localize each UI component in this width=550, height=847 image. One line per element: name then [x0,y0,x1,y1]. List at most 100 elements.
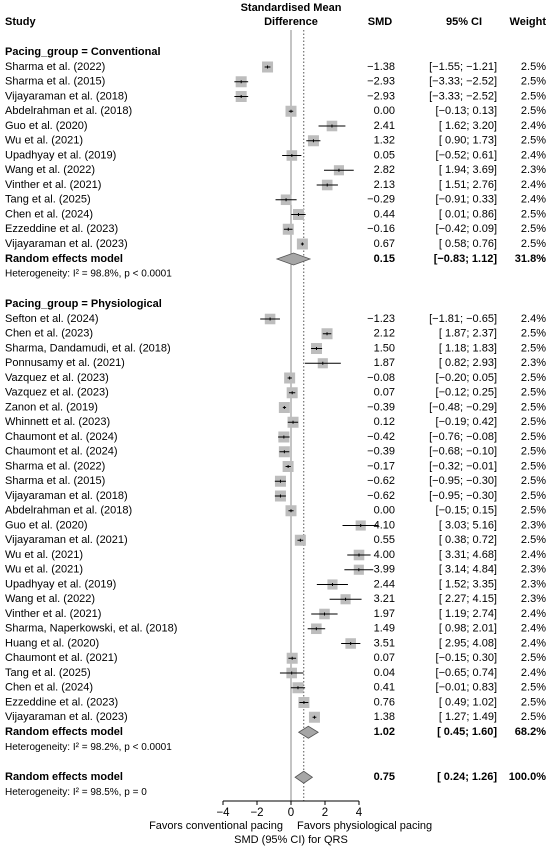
effect-header: Difference [264,16,318,28]
study-name: Ezzeddine et al. (2023) [5,223,118,235]
ci-label: [−0.15; 0.30] [436,652,497,664]
weight-label: 2.5% [521,460,546,472]
ci-label: [−0.83; 1.12] [434,253,498,265]
pooled-diamond [297,725,319,739]
study-name: Vijayaraman et al. (2023) [5,238,128,250]
heterogeneity: Heterogeneity: I² = 98.5%, p = 0 [5,787,147,798]
weight-label: 2.3% [521,519,546,531]
weight-label: 2.4% [521,608,546,620]
x-tick-label: 2 [322,807,328,819]
weight-label: 68.2% [515,726,546,738]
weight-label: 2.4% [521,120,546,132]
smd-label: 3.21 [374,593,395,605]
study-name: Sharma et al. (2015) [5,76,105,88]
x-axis-label: SMD (95% CI) for QRS [234,834,348,846]
smd-label: 1.49 [374,623,395,635]
smd-label: 2.82 [374,164,395,176]
ci-label: [−0.19; 0.42] [436,416,497,428]
smd-label: −0.39 [367,446,395,458]
weight-label: 2.4% [521,667,546,679]
weight-label: 2.5% [521,342,546,354]
ci-label: [−0.95; −0.30] [429,490,497,502]
weight-label: 2.5% [521,76,546,88]
study-name: Chen et al. (2024) [5,682,93,694]
study-name: Zanon et al. (2019) [5,401,98,413]
study-name: Wu et al. (2021) [5,135,83,147]
study-name: Sharma et al. (2022) [5,61,105,73]
study-name: Vazquez et al. (2023) [5,387,109,399]
weight-label: 2.5% [521,696,546,708]
smd-label: −0.29 [367,194,395,206]
smd-label: 1.87 [374,357,395,369]
ci-label: [ 0.58; 0.76] [439,238,497,250]
ci-label: [−0.13; 0.13] [436,105,497,117]
ci-label: [−0.20; 0.05] [436,372,497,384]
weight-label: 2.5% [521,372,546,384]
x-tick-label: −2 [250,807,263,819]
pooled-name: Random effects model [5,771,123,783]
smd-label: −1.23 [367,313,395,325]
weight-label: 2.5% [521,328,546,340]
study-name: Abdelrahman et al. (2018) [5,505,132,517]
weight-label: 2.3% [521,593,546,605]
effect-header: Standardised Mean [241,2,342,14]
smd-label: −0.16 [367,223,395,235]
weight-label: 2.5% [521,711,546,723]
study-name: Upadhyay et al. (2019) [5,149,116,161]
weight-label: 2.5% [521,135,546,147]
ci-label: [−0.95; −0.30] [429,475,497,487]
weight-label: 2.5% [521,505,546,517]
smd-label: 0.04 [374,667,395,679]
smd-label: 1.02 [374,726,395,738]
ci-label: [−3.33; −2.52] [429,76,497,88]
study-name: Wu et al. (2021) [5,549,83,561]
heterogeneity: Heterogeneity: I² = 98.8%, p < 0.0001 [5,269,172,280]
weight-label: 2.5% [521,208,546,220]
weight-label: 2.3% [521,164,546,176]
study-name: Sharma, Naperkowski, et al. (2018) [5,623,177,635]
ci-label: [ 1.94; 3.69] [439,164,497,176]
ci-label: [−1.81; −0.65] [429,313,497,325]
smd-label: 0.07 [374,652,395,664]
ci-label: [−1.55; −1.21] [429,61,497,73]
study-name: Wu et al. (2021) [5,564,83,576]
ci-label: [−0.12; 0.25] [436,387,497,399]
ci-label: [ 1.62; 3.20] [439,120,497,132]
smd-label: 2.41 [374,120,395,132]
study-name: Vinther et al. (2021) [5,608,101,620]
smd-label: 3.51 [374,637,395,649]
smd-label: −0.62 [367,475,395,487]
study-name: Ezzeddine et al. (2023) [5,696,118,708]
ci-label: [ 0.98; 2.01] [439,623,497,635]
ci-label: [ 0.24; 1.26] [437,771,497,783]
study-name: Guo et al. (2020) [5,120,88,132]
study-name: Tang et al. (2025) [5,667,91,679]
weight-label: 2.5% [521,652,546,664]
ci-label: [−0.91; 0.33] [436,194,497,206]
heterogeneity: Heterogeneity: I² = 98.2%, p < 0.0001 [5,742,172,753]
smd-label: 2.13 [374,179,395,191]
pooled-diamond [294,770,314,784]
favors-right: Favors physiological pacing [297,820,432,832]
smd-label: −1.38 [367,61,395,73]
ci-label: [ 2.95; 4.08] [439,637,497,649]
study-name: Abdelrahman et al. (2018) [5,105,132,117]
weight-label: 2.4% [521,623,546,635]
weight-header: Weight [510,16,547,28]
smd-label: 1.50 [374,342,395,354]
ci-label: [−0.32; −0.01] [429,460,497,472]
smd-label: 1.32 [374,135,395,147]
smd-label: 0.15 [374,253,395,265]
weight-label: 2.5% [521,238,546,250]
smd-label: 1.97 [374,608,395,620]
ci-label: [ 0.82; 2.93] [439,357,497,369]
ci-label: [ 1.52; 3.35] [439,578,497,590]
weight-label: 2.4% [521,179,546,191]
study-name: Chaumont et al. (2021) [5,652,118,664]
weight-label: 2.4% [521,194,546,206]
study-name: Chaumont et al. (2024) [5,446,118,458]
ci-label: [ 3.03; 5.16] [439,519,497,531]
smd-label: 0.00 [374,505,395,517]
ci-label: [−0.65; 0.74] [436,667,497,679]
ci-label: [−3.33; −2.52] [429,90,497,102]
